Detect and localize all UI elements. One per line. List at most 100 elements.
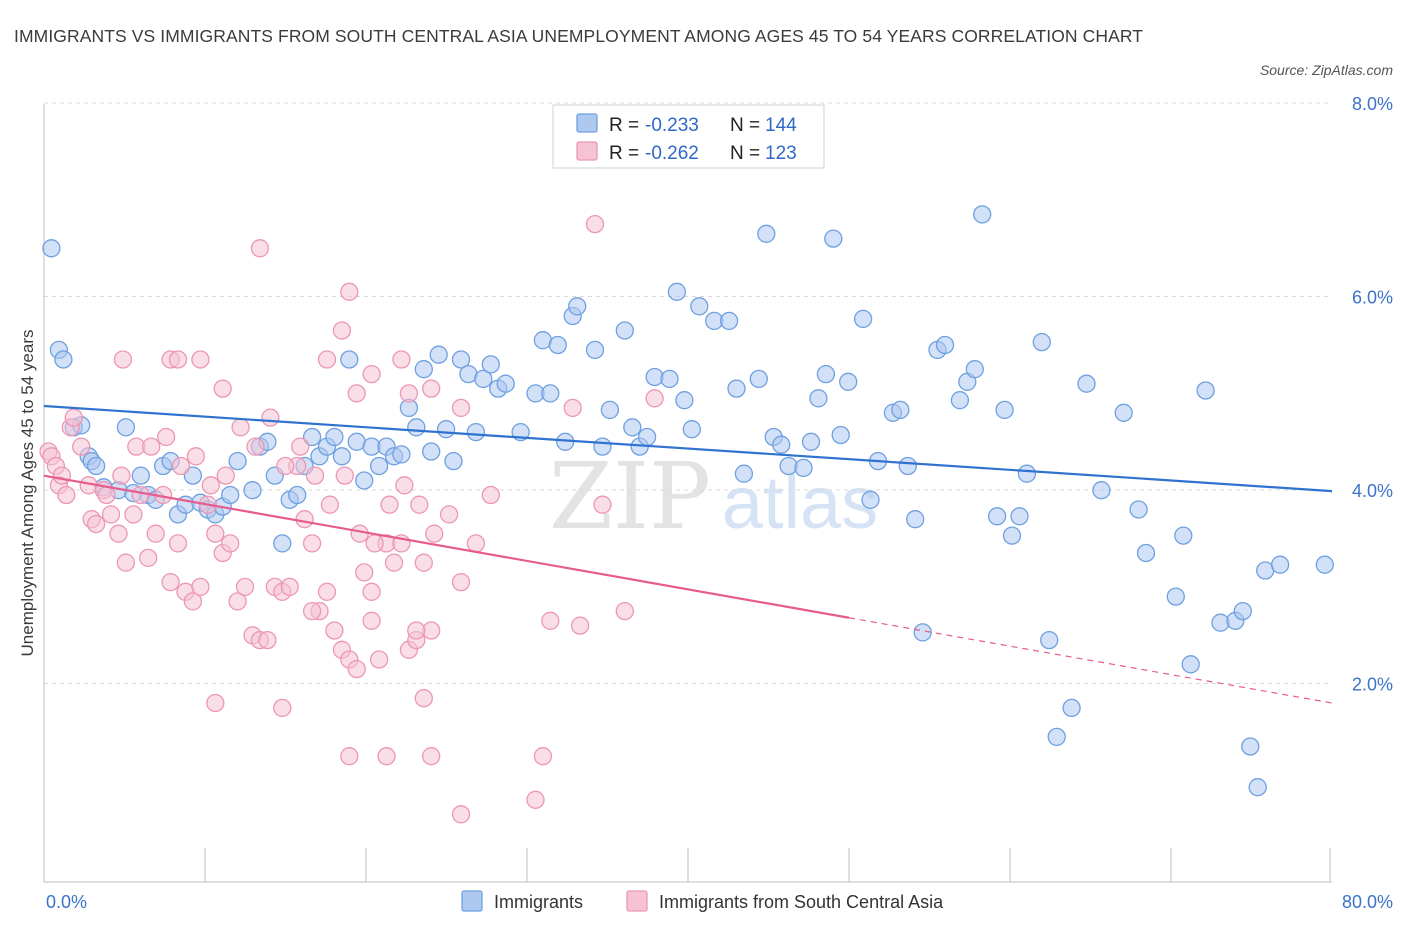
data-point (1047, 727, 1066, 747)
data-point (891, 400, 910, 420)
data-point (288, 485, 307, 505)
data-point (444, 451, 463, 471)
data-point (273, 698, 292, 718)
data-point (131, 466, 150, 485)
data-point (109, 524, 128, 543)
data-point (216, 466, 235, 485)
data-point (1181, 655, 1200, 674)
data-point (414, 553, 433, 572)
legend-r-label: R = (609, 143, 639, 164)
data-point (201, 476, 220, 495)
data-point (816, 364, 836, 384)
data-point (186, 447, 206, 466)
data-point (749, 369, 768, 389)
data-point (481, 355, 500, 374)
data-point (139, 548, 158, 568)
data-point (221, 534, 240, 553)
data-point (898, 456, 917, 476)
series-legend-label-immigrants: Immigrants (494, 892, 583, 912)
data-point (451, 805, 471, 824)
data-point (615, 601, 634, 621)
south-central-asia-points (39, 214, 664, 824)
data-point (276, 456, 295, 476)
data-point (1062, 698, 1081, 718)
data-point (734, 464, 754, 483)
data-point (392, 350, 411, 369)
legend-swatch-immigrants (576, 113, 598, 133)
data-point (719, 311, 739, 331)
data-point (116, 418, 136, 437)
data-point (1174, 526, 1193, 545)
data-point (57, 485, 76, 505)
data-point (112, 466, 131, 485)
y-tick-label: 8.0% (1352, 94, 1393, 114)
immigrants-points (42, 205, 1334, 797)
data-point (541, 611, 560, 630)
data-point (570, 616, 590, 635)
data-point (395, 476, 414, 495)
data-point (615, 321, 634, 340)
y-tick-label: 6.0% (1352, 288, 1393, 308)
trend-line-1 (43, 474, 850, 619)
legend-n-label: N = (730, 143, 760, 164)
data-point (496, 374, 515, 393)
data-point (1248, 778, 1267, 797)
data-point (682, 420, 701, 439)
data-point (340, 350, 359, 369)
data-point (1233, 601, 1252, 621)
data-point (1241, 737, 1260, 756)
data-point (191, 350, 210, 369)
data-point (302, 534, 322, 553)
data-point (161, 572, 180, 592)
data-point (206, 524, 225, 543)
data-point (350, 524, 369, 543)
data-point (839, 372, 858, 391)
data-point (667, 282, 687, 301)
gridlines (44, 102, 1332, 684)
data-point (439, 505, 459, 524)
data-point (1129, 500, 1148, 519)
legend-swatch-south-central-asia (576, 141, 598, 161)
data-point (183, 592, 203, 611)
data-point (295, 510, 314, 529)
data-point (1002, 526, 1022, 545)
data-point (526, 790, 545, 809)
data-point (317, 582, 337, 601)
data-point (168, 534, 188, 553)
data-point (86, 456, 106, 476)
data-point (369, 650, 389, 669)
data-point (425, 524, 444, 543)
data-point (809, 389, 828, 408)
data-point (362, 582, 381, 601)
data-point (474, 369, 493, 389)
data-point (950, 391, 970, 410)
data-point (355, 563, 374, 582)
data-point (86, 514, 106, 534)
data-point (675, 391, 694, 410)
data-point (171, 456, 191, 476)
data-point (347, 384, 366, 403)
data-point (436, 420, 456, 439)
data-point (935, 335, 955, 355)
trend-line-0 (43, 404, 1333, 493)
data-point (101, 505, 121, 524)
legend-r-value-south-central-asia: -0.262 (645, 143, 699, 164)
data-point (250, 239, 270, 258)
data-point (1114, 403, 1133, 422)
data-point (772, 435, 791, 454)
y-tick-label: 4.0% (1352, 481, 1393, 501)
data-point (1092, 481, 1111, 500)
data-point (146, 524, 165, 543)
data-point (801, 432, 821, 451)
data-point (384, 553, 404, 572)
data-point (355, 471, 374, 490)
data-point (600, 400, 620, 420)
series-legend: Immigrants Immigrants from South Central… (461, 890, 944, 912)
data-point (206, 693, 225, 713)
legend-n-value-south-central-asia: 123 (765, 143, 797, 164)
data-point (320, 495, 340, 514)
data-point (291, 437, 310, 456)
data-point (221, 485, 240, 505)
data-point (568, 297, 587, 316)
data-point (824, 229, 843, 248)
